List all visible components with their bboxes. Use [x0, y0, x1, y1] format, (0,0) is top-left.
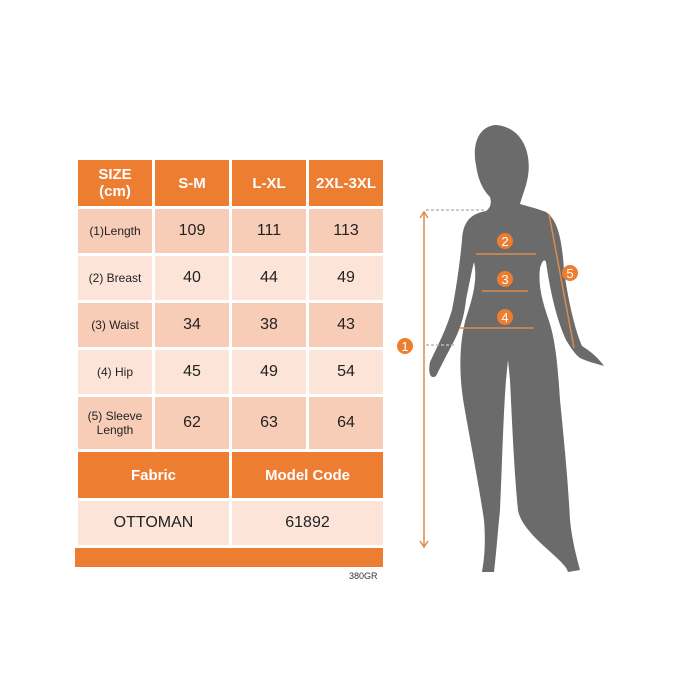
- header-size: SIZE (cm): [75, 157, 155, 209]
- header-model-code: Model Code: [229, 449, 386, 501]
- cell: 38: [229, 300, 309, 350]
- footer-row: OTTOMAN 61892: [75, 498, 386, 548]
- header-fabric: Fabric: [75, 449, 232, 501]
- header-l-xl: L-XL: [229, 157, 309, 209]
- model-code-value: 61892: [229, 498, 386, 548]
- cell: 45: [152, 347, 232, 397]
- cell: 63: [229, 394, 309, 452]
- footer-header-row: Fabric Model Code: [75, 449, 386, 501]
- cell: 49: [306, 253, 386, 303]
- marker-4: 4: [501, 310, 508, 325]
- marker-5: 5: [566, 266, 573, 281]
- markers: 1 2 3 4 5: [397, 233, 578, 354]
- header-2xl-3xl: 2XL-3XL: [306, 157, 386, 209]
- table-row: (1)Length 109 111 113: [75, 206, 386, 256]
- row-label: (1)Length: [75, 206, 155, 256]
- product-code: 380GR: [349, 571, 378, 581]
- cell: 62: [152, 394, 232, 452]
- fabric-value: OTTOMAN: [75, 498, 232, 548]
- silhouette: [429, 125, 604, 572]
- cell: 54: [306, 347, 386, 397]
- cell: 49: [229, 347, 309, 397]
- table-row: (3) Waist 34 38 43: [75, 300, 386, 350]
- cell: 113: [306, 206, 386, 256]
- header-row: SIZE (cm) S-M L-XL 2XL-3XL: [75, 157, 386, 209]
- cell: 40: [152, 253, 232, 303]
- row-label: (5) Sleeve Length: [75, 394, 155, 452]
- table-row: (2) Breast 40 44 49: [75, 253, 386, 303]
- row-label: (2) Breast: [75, 253, 155, 303]
- measurement-lines: [419, 209, 575, 549]
- cell: 43: [306, 300, 386, 350]
- sleeve-arrow: [548, 213, 575, 349]
- header-s-m: S-M: [152, 157, 232, 209]
- table-row: (5) Sleeve Length 62 63 64: [75, 394, 386, 452]
- table-row: (4) Hip 45 49 54: [75, 347, 386, 397]
- row-label: (4) Hip: [75, 347, 155, 397]
- row-label: (3) Waist: [75, 300, 155, 350]
- cell: 34: [152, 300, 232, 350]
- marker-1: 1: [401, 339, 408, 354]
- cell: 64: [306, 394, 386, 452]
- marker-2: 2: [501, 234, 508, 249]
- cell: 44: [229, 253, 309, 303]
- size-table: SIZE (cm) S-M L-XL 2XL-3XL (1)Length 109 …: [75, 157, 386, 548]
- cell: 111: [229, 206, 309, 256]
- cell: 109: [152, 206, 232, 256]
- marker-3: 3: [501, 272, 508, 287]
